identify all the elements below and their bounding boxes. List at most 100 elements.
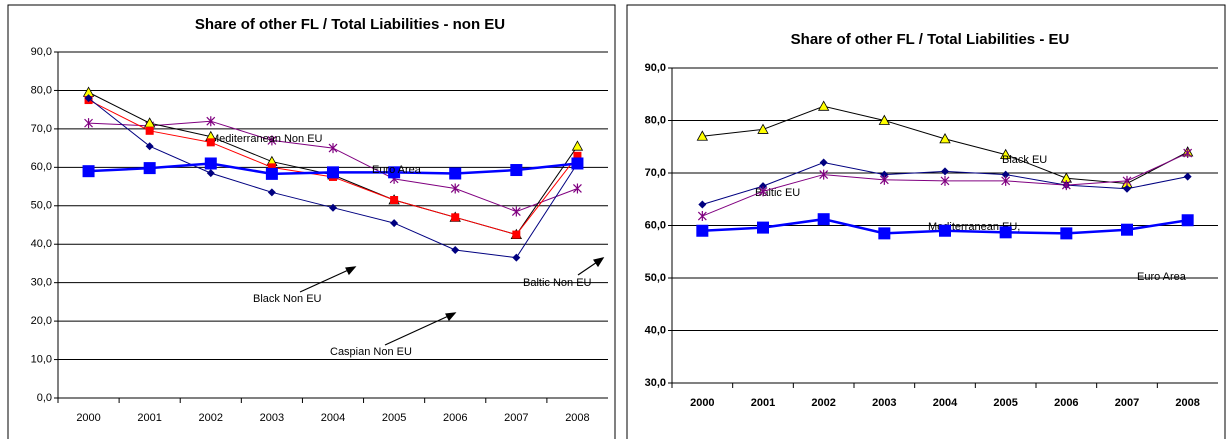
marker xyxy=(817,213,830,226)
marker xyxy=(145,126,154,135)
marker xyxy=(143,162,156,175)
series-label: Euro Area xyxy=(1137,271,1187,283)
marker xyxy=(1183,148,1193,159)
marker xyxy=(571,140,584,151)
x-tick-label: 2008 xyxy=(1175,397,1199,409)
marker xyxy=(204,157,217,170)
y-tick-label: 40,0 xyxy=(645,324,666,336)
marker xyxy=(941,167,949,176)
marker xyxy=(206,138,215,147)
x-tick-label: 2001 xyxy=(751,397,775,409)
chart-title: Share of other FL / Total Liabilities - … xyxy=(791,31,1070,48)
x-tick-label: 2001 xyxy=(137,412,161,424)
marker xyxy=(696,224,709,237)
marker xyxy=(265,167,278,180)
marker xyxy=(1061,180,1071,191)
chart-title: Share of other FL / Total Liabilities - … xyxy=(195,16,505,33)
marker xyxy=(82,165,95,178)
series-label: Black Non EU xyxy=(253,293,322,305)
marker xyxy=(512,230,521,239)
marker xyxy=(206,169,215,178)
marker xyxy=(757,221,769,234)
marker xyxy=(698,200,707,209)
x-tick-label: 2006 xyxy=(443,412,467,424)
panel xyxy=(626,4,1226,439)
y-tick-label: 60,0 xyxy=(31,161,52,173)
x-tick-label: 2000 xyxy=(76,412,100,424)
series-label: Baltic Non EU xyxy=(523,277,592,289)
x-tick-label: 2007 xyxy=(1115,397,1139,409)
marker xyxy=(388,166,401,179)
marker xyxy=(145,142,154,151)
marker xyxy=(449,167,462,180)
series-label: Euro Area xyxy=(372,164,422,176)
panel xyxy=(7,4,616,439)
y-tick-label: 90,0 xyxy=(645,62,666,74)
x-tick-label: 2008 xyxy=(565,412,589,424)
marker xyxy=(267,163,276,172)
x-tick-label: 2005 xyxy=(993,397,1017,409)
marker xyxy=(84,94,93,103)
marker xyxy=(939,224,951,237)
marker xyxy=(450,183,460,194)
marker xyxy=(879,174,889,185)
y-tick-label: 10,0 xyxy=(31,353,52,365)
marker xyxy=(267,188,276,197)
marker xyxy=(878,114,891,125)
marker xyxy=(819,158,828,167)
marker xyxy=(999,226,1012,239)
y-tick-label: 40,0 xyxy=(31,238,52,250)
marker xyxy=(267,135,277,146)
y-tick-label: 80,0 xyxy=(645,114,666,126)
x-tick-label: 2004 xyxy=(933,397,958,409)
marker xyxy=(511,206,521,217)
marker xyxy=(1060,227,1073,240)
marker xyxy=(573,183,582,194)
y-tick-label: 50,0 xyxy=(31,200,52,212)
y-tick-label: 80,0 xyxy=(31,84,52,96)
y-tick-label: 70,0 xyxy=(645,167,666,179)
marker xyxy=(512,253,521,262)
marker xyxy=(206,116,216,127)
y-tick-label: 70,0 xyxy=(31,123,52,135)
marker xyxy=(759,182,767,191)
series-label: Caspian Non EU xyxy=(330,346,412,358)
x-tick-label: 2000 xyxy=(690,397,714,409)
marker xyxy=(329,203,337,212)
x-tick-label: 2003 xyxy=(260,412,284,424)
marker xyxy=(1183,172,1192,181)
series-label: Black EU xyxy=(1002,154,1047,166)
marker xyxy=(1122,175,1132,186)
y-tick-label: 90,0 xyxy=(31,46,52,58)
marker xyxy=(1001,175,1011,186)
x-tick-label: 2005 xyxy=(382,412,406,424)
marker xyxy=(1123,184,1131,193)
y-tick-label: 20,0 xyxy=(31,315,52,327)
x-tick-label: 2003 xyxy=(872,397,896,409)
x-tick-label: 2007 xyxy=(504,412,528,424)
marker xyxy=(697,211,707,222)
y-tick-label: 30,0 xyxy=(645,377,666,389)
marker xyxy=(571,157,584,170)
series-label: Mediterranean Non EU xyxy=(210,133,323,145)
marker xyxy=(758,186,768,197)
marker xyxy=(757,123,769,134)
marker xyxy=(939,133,951,144)
x-tick-label: 2002 xyxy=(199,412,223,424)
arrows xyxy=(299,257,605,346)
marker xyxy=(510,164,523,177)
series-label: Baltic EU xyxy=(755,187,800,199)
x-tick-label: 2006 xyxy=(1054,397,1078,409)
marker xyxy=(327,166,339,179)
marker xyxy=(451,245,460,254)
marker xyxy=(940,175,950,186)
y-tick-label: 50,0 xyxy=(645,272,666,284)
marker xyxy=(819,169,829,180)
marker xyxy=(1181,214,1194,227)
x-tick-label: 2004 xyxy=(321,412,345,424)
marker xyxy=(817,100,830,111)
marker xyxy=(328,143,338,154)
x-tick-label: 2002 xyxy=(811,397,835,409)
marker xyxy=(84,118,93,129)
